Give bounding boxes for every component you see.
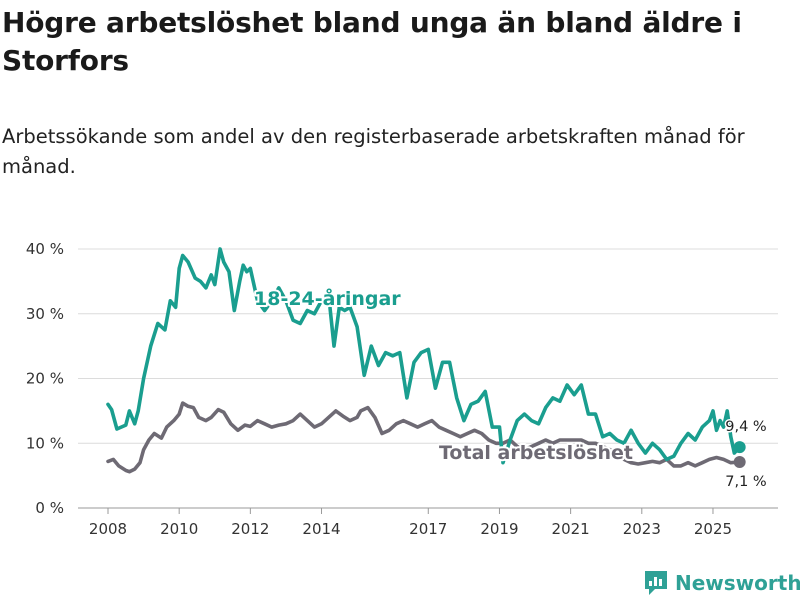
end-label-youth: 9,4 %	[725, 419, 766, 435]
y-tick-label: 10 %	[26, 434, 64, 452]
x-tick-label: 2014	[302, 520, 340, 538]
series-line-youth	[106, 247, 742, 465]
series-name-youth: 18-24-åringar	[254, 286, 401, 310]
y-tick-label: 30 %	[26, 305, 64, 323]
gridlines	[78, 248, 778, 509]
y-tick-label: 20 %	[26, 370, 64, 388]
y-tick-label: 40 %	[26, 240, 64, 258]
series-labels: 18-24-åringar Total arbetslöshet 9,4 % 7,1 …	[252, 284, 768, 492]
chart-subtitle: Arbetssökande som andel av den registerb…	[2, 125, 745, 178]
newsworthy-icon	[645, 571, 667, 595]
x-tick-label: 2019	[480, 520, 518, 538]
x-tick-label: 2012	[231, 520, 269, 538]
x-tick-label: 2025	[694, 520, 732, 538]
x-tick-label: 2021	[552, 520, 590, 538]
end-point-total	[733, 456, 746, 469]
x-tick-label: 2008	[89, 520, 127, 538]
series-line-total	[106, 401, 742, 474]
x-axis: 2008 2010 2012 2014 2017 2019 2021 2023 2025	[89, 508, 732, 538]
x-tick-label: 2010	[160, 520, 198, 538]
brand-name: Newsworthy	[675, 571, 800, 595]
end-label-total: 7,1 %	[725, 474, 766, 490]
chart-title: Högre arbetslöshet bland unga än bland ä…	[2, 6, 742, 77]
y-axis: 0 % 10 % 20 % 30 % 40 %	[26, 240, 64, 517]
x-tick-label: 2017	[409, 520, 447, 538]
brand-logo: Newsworthy	[643, 568, 800, 598]
series-name-total: Total arbetslöshet	[439, 442, 633, 464]
x-tick-label: 2023	[623, 520, 661, 538]
y-tick-label: 0 %	[35, 499, 64, 517]
series-lines	[106, 247, 746, 474]
end-point-youth	[733, 441, 746, 454]
